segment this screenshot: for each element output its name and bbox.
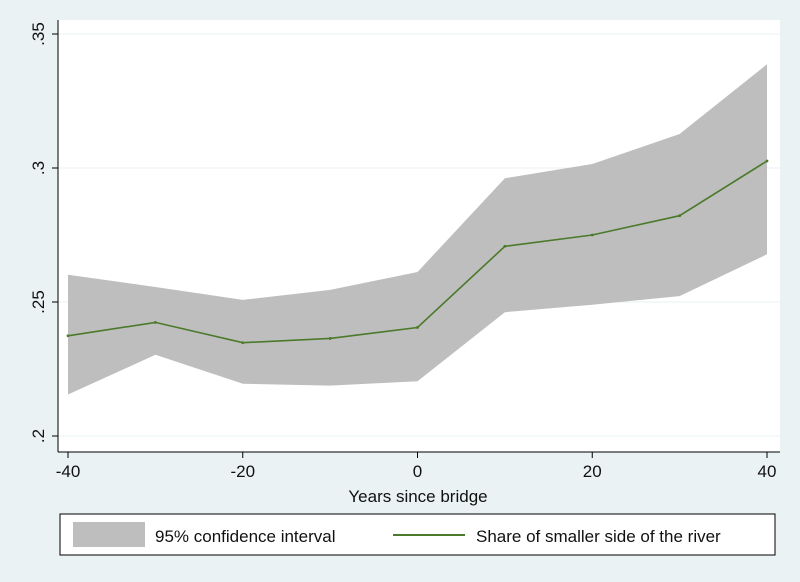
data-point <box>590 233 594 237</box>
data-point <box>328 337 332 340</box>
y-tick-label: .2 <box>29 429 48 443</box>
y-tick-label: .35 <box>29 22 48 46</box>
data-point <box>416 326 419 329</box>
x-ticks: -40 -20 0 20 40 <box>56 452 777 481</box>
data-point <box>241 341 245 345</box>
confidence-band <box>68 64 767 395</box>
legend: 95% confidence interval Share of smaller… <box>59 513 776 556</box>
data-point <box>66 334 70 338</box>
x-axis-title: Years since bridge <box>348 487 487 506</box>
data-point <box>678 214 682 218</box>
y-tick-label: .25 <box>29 290 48 314</box>
legend-band-label: 95% confidence interval <box>155 527 336 546</box>
x-tick-label: -20 <box>230 462 255 481</box>
data-point <box>153 320 157 324</box>
data-point <box>503 244 507 248</box>
x-tick-label: 20 <box>583 462 602 481</box>
x-tick-label: -40 <box>56 462 81 481</box>
x-tick-label: 40 <box>758 462 777 481</box>
y-ticks: .2 .25 .3 .35 <box>29 22 58 443</box>
series-line <box>66 159 769 345</box>
legend-line-label: Share of smaller side of the river <box>476 527 721 546</box>
legend-band-swatch <box>73 522 145 547</box>
confidence-band-area <box>68 64 767 395</box>
x-tick-label: 0 <box>413 462 422 481</box>
axes <box>57 20 780 453</box>
data-point <box>765 159 769 163</box>
y-tick-label: .3 <box>29 161 48 175</box>
